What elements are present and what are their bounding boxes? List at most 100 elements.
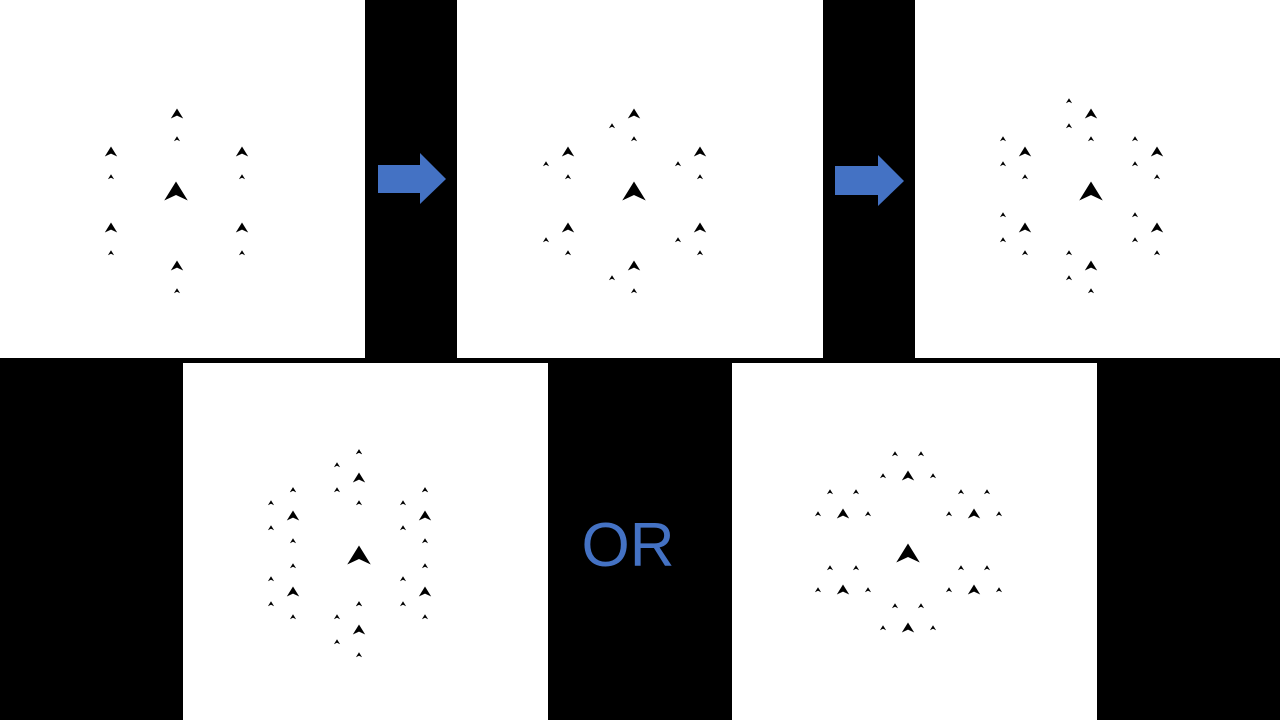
- arrowhead-icon: [630, 136, 638, 142]
- arrowhead-icon: [630, 288, 638, 294]
- arrowhead-icon: [1150, 222, 1164, 233]
- panel-step-3: [915, 0, 1280, 358]
- arrowhead-icon: [421, 487, 429, 493]
- arrowhead-icon: [333, 462, 341, 468]
- arrowhead-icon: [418, 586, 432, 597]
- arrowhead-icon: [957, 565, 965, 571]
- arrowhead-icon: [814, 511, 822, 517]
- arrowhead-icon: [836, 508, 850, 519]
- arrowhead-icon: [1065, 250, 1073, 256]
- right-arrow-icon: [835, 155, 904, 206]
- arrowhead-icon: [267, 601, 275, 607]
- arrowhead-icon: [333, 614, 341, 620]
- arrowhead-icon: [399, 525, 407, 531]
- arrowhead-icon: [852, 489, 860, 495]
- arrowhead-icon: [627, 108, 641, 119]
- arrowhead-icon: [235, 222, 249, 233]
- arrowhead-icon: [1153, 250, 1161, 256]
- arrowhead-icon: [333, 487, 341, 493]
- arrowhead-icon: [561, 146, 575, 157]
- arrowhead-icon: [826, 489, 834, 495]
- panel-step-1: [0, 0, 365, 358]
- arrowhead-icon: [286, 586, 300, 597]
- arrowhead-icon: [608, 123, 616, 129]
- right-arrow-icon: [378, 153, 446, 204]
- arrowhead-icon: [421, 538, 429, 544]
- arrowhead-icon: [674, 237, 682, 243]
- arrowhead-icon: [1150, 146, 1164, 157]
- arrowhead-icon: [542, 237, 550, 243]
- arrowhead-icon: [399, 576, 407, 582]
- arrowhead-icon: [836, 584, 850, 595]
- arrowhead-icon: [995, 587, 1003, 593]
- arrowhead-icon: [1131, 161, 1139, 167]
- arrowhead-icon: [901, 622, 915, 633]
- arrowhead-icon: [267, 500, 275, 506]
- arrowhead-icon: [399, 601, 407, 607]
- arrowhead-markers: [104, 98, 1164, 658]
- arrowhead-icon: [352, 472, 366, 483]
- arrowhead-icon: [104, 222, 118, 233]
- arrowhead-icon: [983, 565, 991, 571]
- arrowhead-icon: [399, 500, 407, 506]
- center-arrowhead-icon: [164, 181, 188, 201]
- arrowhead-icon: [957, 489, 965, 495]
- arrowhead-icon: [879, 625, 887, 631]
- arrowhead-icon: [1018, 222, 1032, 233]
- arrowhead-icon: [421, 563, 429, 569]
- arrowhead-icon: [1087, 288, 1095, 294]
- arrowhead-icon: [289, 614, 297, 620]
- arrowhead-icon: [879, 473, 887, 479]
- arrowhead-icon: [355, 601, 363, 607]
- arrowhead-icon: [355, 449, 363, 455]
- arrowhead-icon: [1021, 250, 1029, 256]
- arrowhead-icon: [864, 511, 872, 517]
- arrowhead-icon: [355, 652, 363, 658]
- arrowhead-icon: [696, 250, 704, 256]
- arrowhead-icon: [267, 525, 275, 531]
- arrowhead-icon: [173, 288, 181, 294]
- arrowhead-icon: [170, 108, 184, 119]
- arrowhead-icon: [814, 587, 822, 593]
- panel-step-2: [457, 0, 823, 358]
- arrowhead-icon: [891, 451, 899, 457]
- arrowhead-icon: [999, 237, 1007, 243]
- arrowhead-icon: [929, 473, 937, 479]
- arrowhead-icon: [333, 639, 341, 645]
- arrowhead-icon: [107, 250, 115, 256]
- arrowhead-icon: [286, 510, 300, 521]
- arrowhead-icon: [1065, 98, 1073, 104]
- arrowhead-icon: [267, 576, 275, 582]
- arrowhead-icon: [1131, 237, 1139, 243]
- arrowhead-icon: [561, 222, 575, 233]
- arrowhead-icon: [852, 565, 860, 571]
- arrowhead-icon: [1021, 174, 1029, 180]
- panel-option-a: [183, 363, 548, 720]
- arrowhead-icon: [693, 146, 707, 157]
- arrowhead-icon: [901, 470, 915, 481]
- arrowhead-icon: [1153, 174, 1161, 180]
- arrowhead-icon: [945, 511, 953, 517]
- center-arrowhead-icon: [622, 181, 646, 201]
- arrowhead-icon: [674, 161, 682, 167]
- arrowhead-icon: [1131, 212, 1139, 218]
- arrowhead-icon: [696, 174, 704, 180]
- arrowhead-icon: [917, 451, 925, 457]
- arrowhead-icon: [418, 510, 432, 521]
- arrowhead-icon: [1084, 108, 1098, 119]
- arrowhead-icon: [238, 250, 246, 256]
- arrowhead-icon: [693, 222, 707, 233]
- arrowhead-icon: [289, 487, 297, 493]
- arrowhead-icon: [608, 275, 616, 281]
- center-arrowhead-icon: [347, 545, 371, 565]
- arrowhead-icon: [352, 624, 366, 635]
- arrowhead-icon: [1087, 136, 1095, 142]
- arrowhead-icon: [355, 500, 363, 506]
- arrowhead-icon: [864, 587, 872, 593]
- arrowhead-icon: [917, 603, 925, 609]
- or-separator-label: OR: [582, 511, 675, 580]
- arrowhead-icon: [173, 136, 181, 142]
- arrowhead-icon: [967, 584, 981, 595]
- arrowhead-icon: [564, 174, 572, 180]
